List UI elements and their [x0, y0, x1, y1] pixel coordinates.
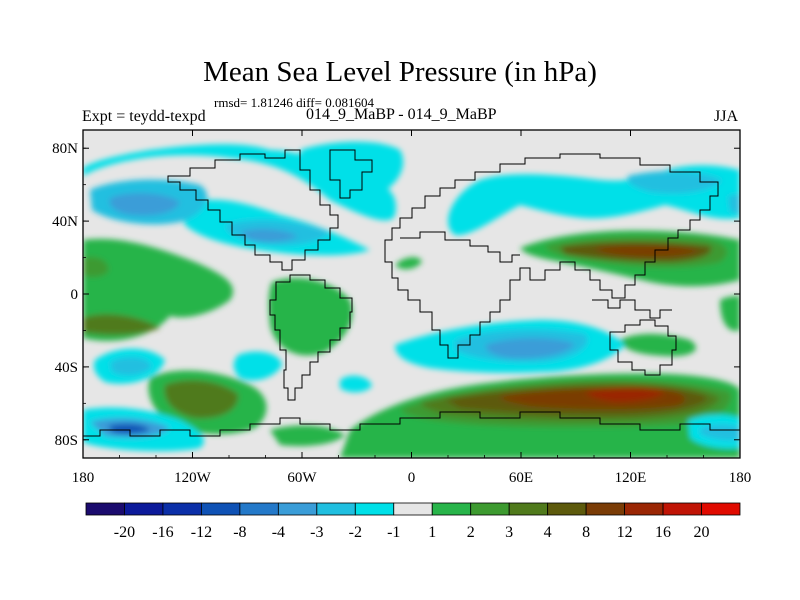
x-tick-label: 180 [729, 470, 752, 486]
australia-coast [609, 319, 677, 376]
colorbar-level-label: 1 [428, 524, 436, 541]
north-america-coast [167, 149, 339, 271]
south-pacific-low-west-core [110, 357, 152, 376]
colorbar-swatch [547, 502, 587, 516]
colorbar-level-label: -16 [152, 524, 173, 541]
colorbar-swatch [585, 502, 625, 516]
colorbar-level-label: 12 [617, 524, 633, 541]
colorbar: -20 -16 -12 -8 -4 -3 -2 -1 1 2 3 4 8 12 16 20 [85, 502, 741, 541]
coastlines [83, 149, 740, 437]
experiment-label: Expt = teydd-texpd [82, 108, 206, 125]
colorbar-swatch [316, 502, 356, 516]
colorbar-swatch [701, 502, 741, 516]
experiment-names: 014_9_MaBP - 014_9_MaBP [306, 106, 497, 123]
west-pacific-high [620, 333, 696, 357]
y-tick-label: 40N [52, 214, 78, 230]
colorbar-level-label: -1 [387, 524, 400, 541]
colorbar-swatch [239, 502, 279, 516]
colorbar-swatch [201, 502, 241, 516]
colorbar-swatch [470, 502, 510, 516]
mediterranean-coast [400, 231, 520, 263]
season-label: JJA [714, 108, 739, 125]
y-tick-label: 40S [55, 360, 78, 376]
equatorial-pacific-high-core [83, 314, 160, 335]
south-indian-low-inner [485, 338, 575, 359]
y-tick-label: 80S [55, 433, 78, 449]
colorbar-level-label: 20 [694, 524, 710, 541]
indonesia-coast [592, 299, 672, 319]
colorbar-level-label: -20 [114, 524, 135, 541]
colorbar-level-label: 4 [544, 524, 552, 541]
colorbar-level-label: -12 [191, 524, 212, 541]
colorbar-swatch [162, 502, 202, 516]
north-pacific-east-low [728, 194, 740, 214]
southern-ocean-high-core [585, 387, 665, 402]
south-pacific-high-core [164, 380, 239, 419]
southern-ocean-green-west [270, 425, 345, 447]
y-axis-labels: 80N 40N 0 40S 80S [52, 141, 78, 449]
colorbar-level-label: 3 [505, 524, 513, 541]
colorbar-level-label: -4 [272, 524, 285, 541]
x-tick-label: 180 [72, 470, 95, 486]
south-america-high [268, 278, 353, 356]
colorbar-level-label: -2 [349, 524, 362, 541]
colorbar-level-label: -8 [233, 524, 246, 541]
south-america-low [233, 351, 282, 381]
x-axis-labels: 180 120W 60W 0 60E 120E 180 [72, 470, 752, 486]
plot-title: Mean Sea Level Pressure (in hPa) [203, 56, 597, 88]
colorbar-swatch [393, 502, 433, 516]
eurasia-africa-coast [384, 153, 719, 359]
x-tick-label: 0 [408, 470, 416, 486]
colorbar-swatch [354, 502, 395, 516]
arabia-high [395, 257, 422, 270]
east-pacific-high [720, 295, 740, 331]
tropical-pacific-high-core [83, 257, 109, 277]
south-america-coast [269, 274, 353, 401]
axis-ticks [82, 130, 741, 458]
south-atlantic-low [340, 375, 372, 393]
colorbar-swatch [624, 502, 664, 516]
x-tick-label: 120W [174, 470, 212, 486]
colorbar-swatch [85, 502, 125, 516]
rmsd-diff-stats: rmsd= 1.81246 diff= 0.081604 [214, 95, 374, 110]
colorbar-swatch [277, 502, 318, 516]
antarctica-coast [83, 411, 740, 437]
colorbar-level-label: 2 [467, 524, 475, 541]
contour-field [83, 130, 740, 458]
north-pacific-low-inner [109, 193, 180, 216]
y-tick-label: 0 [71, 287, 79, 303]
colorbar-level-label: 16 [655, 524, 671, 541]
east-asia-high-peak [595, 245, 700, 257]
antarctic-low-inner [108, 423, 150, 434]
x-tick-label: 120E [615, 470, 647, 486]
y-tick-label: 80N [52, 141, 78, 157]
colorbar-swatch [431, 502, 472, 516]
colorbar-level-label: 8 [582, 524, 590, 541]
colorbar-swatch [508, 502, 549, 516]
north-atlantic-low-inner [240, 229, 298, 243]
greenland-coast [329, 149, 373, 199]
east-asia-low-core [627, 171, 722, 194]
x-tick-label: 60E [509, 470, 533, 486]
colorbar-swatch [124, 502, 164, 516]
colorbar-level-label: -3 [310, 524, 323, 541]
x-tick-label: 60W [287, 470, 317, 486]
arctic-low-region [300, 141, 404, 198]
colorbar-swatch [662, 502, 702, 516]
